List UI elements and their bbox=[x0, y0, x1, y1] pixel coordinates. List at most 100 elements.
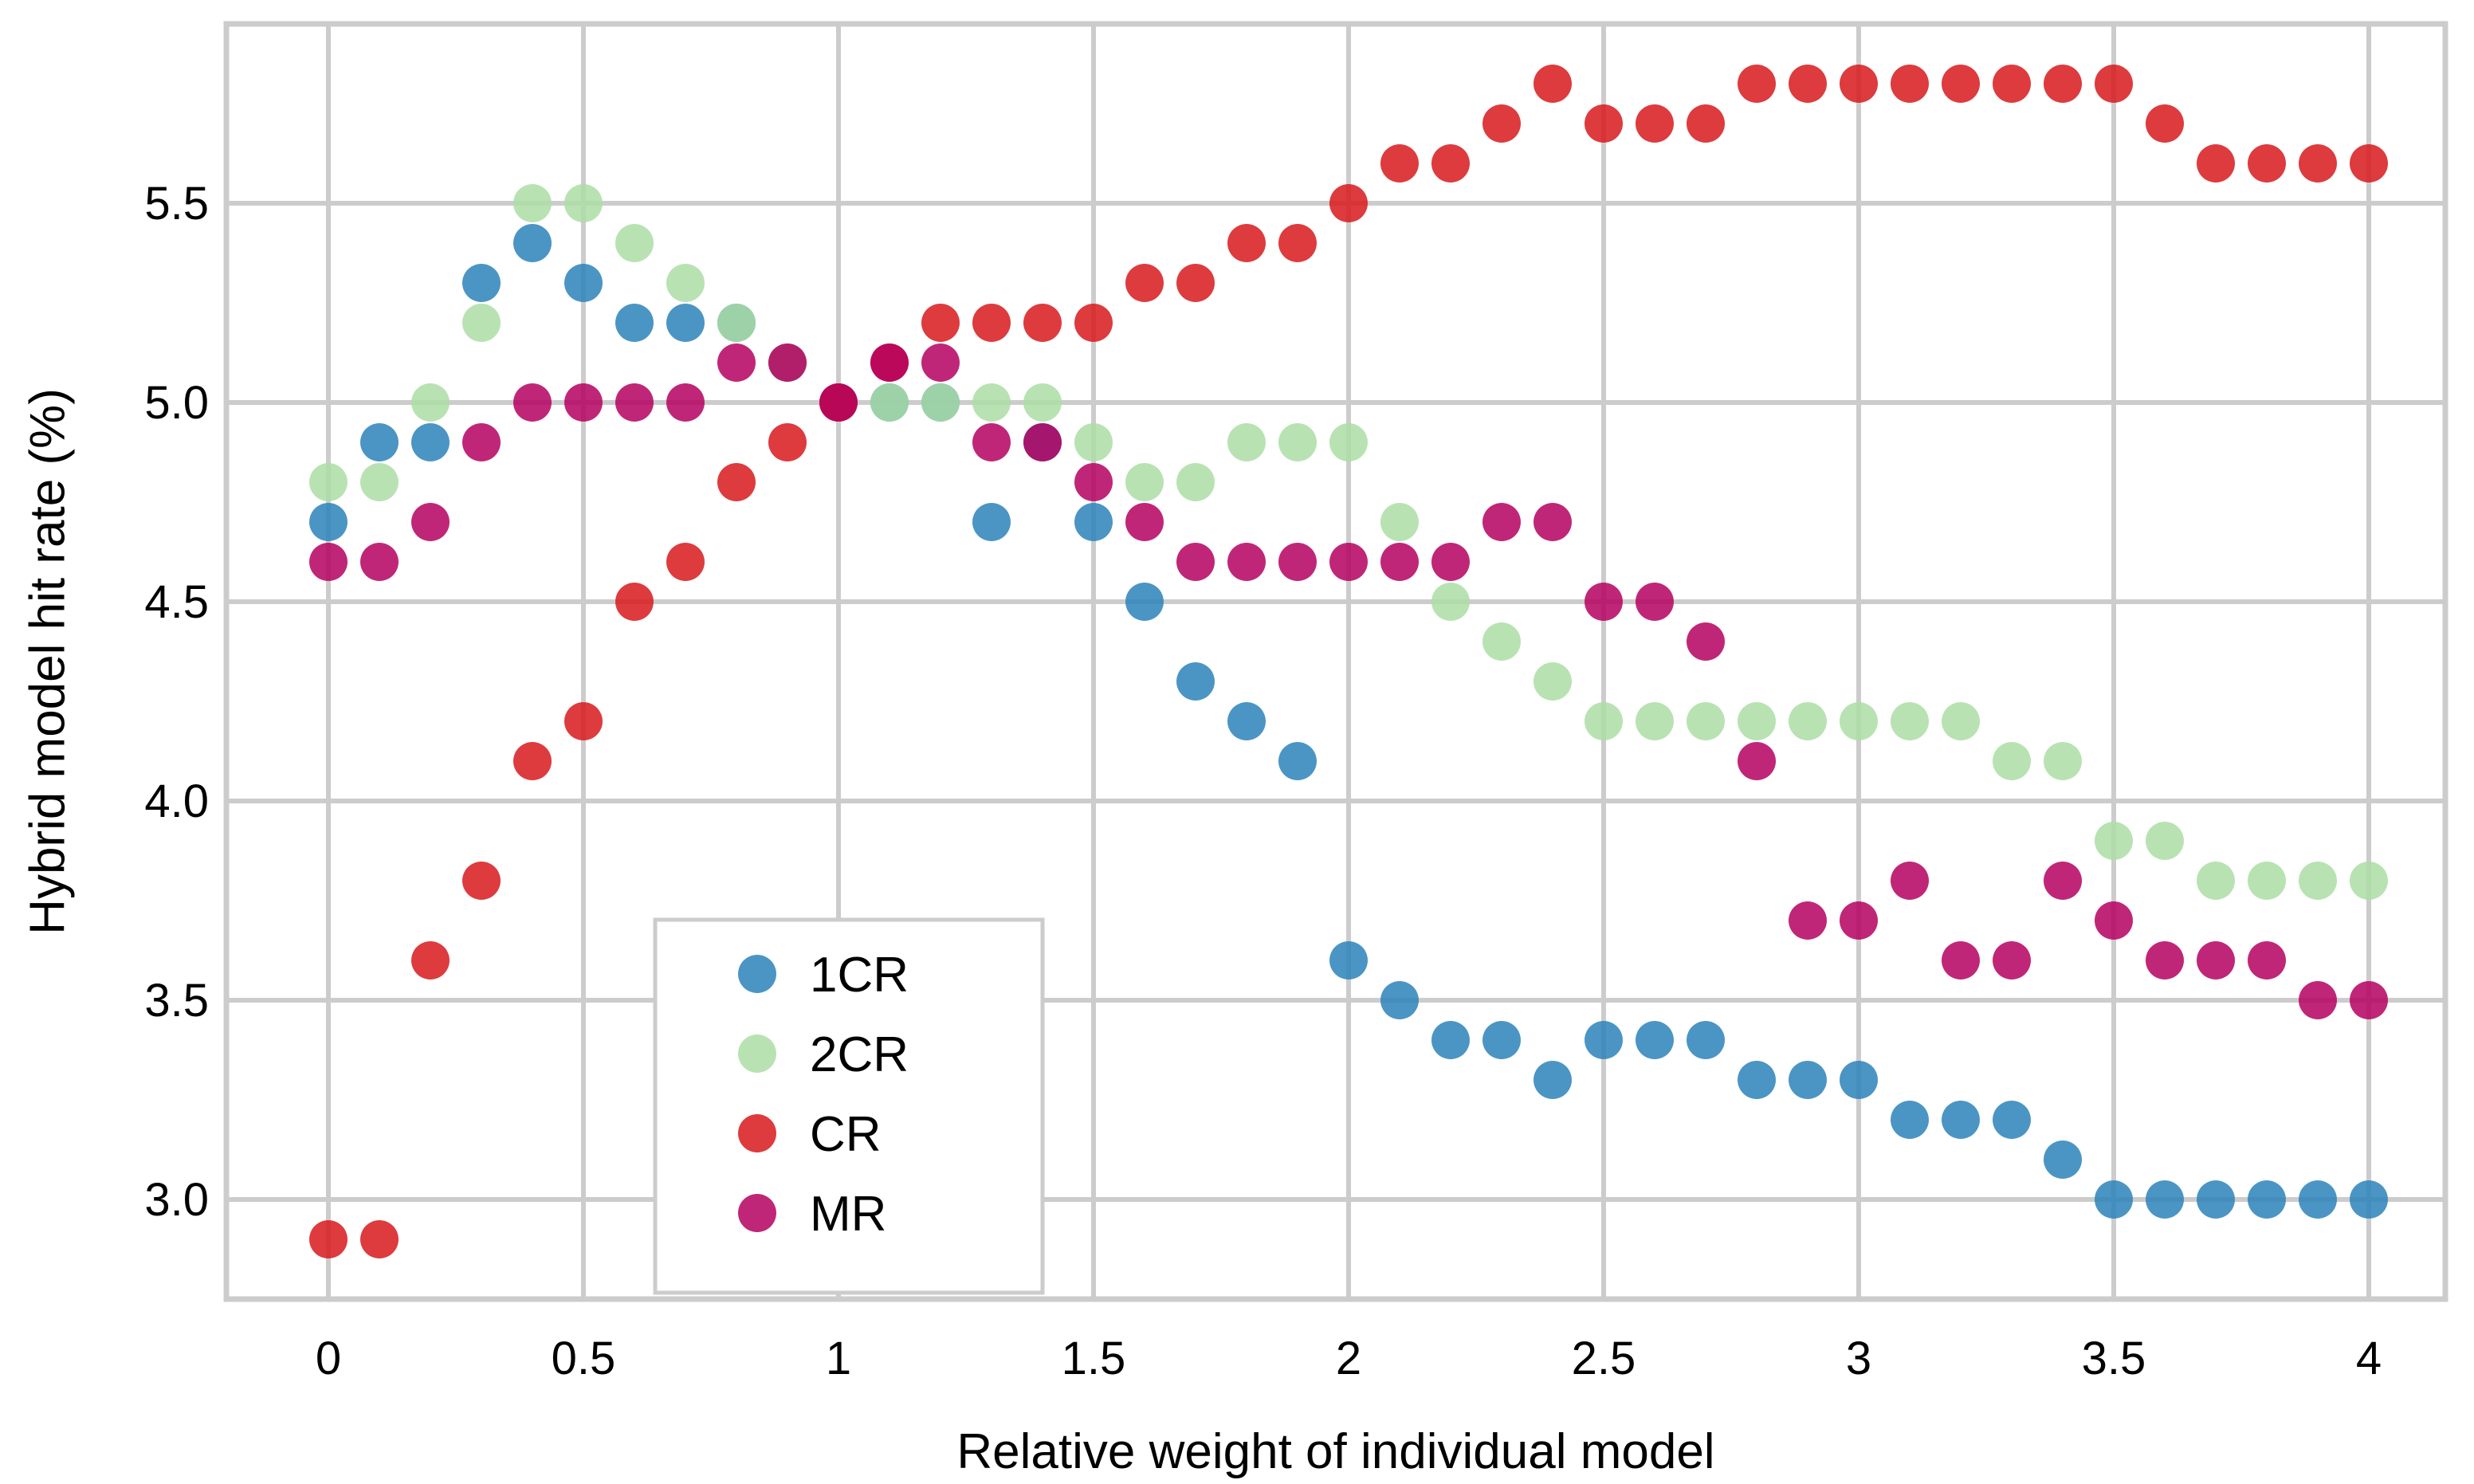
data-point-cr bbox=[1840, 65, 1878, 103]
y-tick-label: 4.5 bbox=[144, 576, 209, 628]
legend-marker-2cr bbox=[738, 1034, 776, 1073]
data-point-2cr bbox=[2350, 862, 2388, 900]
data-point-cr bbox=[513, 742, 552, 780]
y-tick-label: 3.5 bbox=[144, 975, 209, 1027]
data-point-cr bbox=[1074, 304, 1113, 342]
data-point-mr bbox=[2248, 941, 2286, 980]
data-point-cr bbox=[2044, 65, 2082, 103]
data-point-2cr bbox=[1738, 702, 1776, 740]
data-point-mr bbox=[1840, 901, 1878, 940]
data-point-2cr bbox=[1942, 702, 1980, 740]
data-point-cr bbox=[2350, 144, 2388, 183]
data-point-1cr bbox=[1125, 583, 1164, 621]
data-point-cr bbox=[1585, 104, 1623, 143]
data-point-2cr bbox=[2197, 862, 2235, 900]
data-point-2cr bbox=[1431, 583, 1470, 621]
data-point-cr bbox=[1125, 264, 1164, 302]
data-point-1cr bbox=[1176, 662, 1215, 701]
data-point-1cr bbox=[1533, 1061, 1572, 1099]
data-point-2cr bbox=[1636, 702, 1674, 740]
x-tick-label: 3 bbox=[1846, 1333, 1871, 1384]
data-points bbox=[309, 65, 2388, 1258]
data-point-cr bbox=[2197, 144, 2235, 183]
data-point-2cr bbox=[1533, 662, 1572, 701]
data-point-2cr bbox=[1278, 423, 1317, 461]
data-point-2cr bbox=[2146, 822, 2184, 860]
y-axis-label: Hybrid model hit rate (%) bbox=[20, 388, 75, 935]
data-point-cr bbox=[309, 1220, 348, 1258]
data-point-cr bbox=[1687, 104, 1725, 143]
data-point-1cr bbox=[564, 264, 603, 302]
data-point-1cr bbox=[2350, 1180, 2388, 1219]
data-point-1cr bbox=[1431, 1021, 1470, 1059]
data-point-mr bbox=[2146, 941, 2184, 980]
legend-label-mr: MR bbox=[810, 1187, 886, 1242]
data-point-2cr bbox=[717, 304, 756, 342]
data-point-mr bbox=[411, 503, 450, 541]
data-point-mr bbox=[309, 543, 348, 581]
data-point-2cr bbox=[870, 383, 909, 422]
data-point-2cr bbox=[2044, 742, 2082, 780]
legend-marker-mr bbox=[738, 1194, 776, 1232]
y-tick-label: 3.0 bbox=[144, 1174, 209, 1226]
data-point-2cr bbox=[1482, 622, 1521, 661]
y-tick-label: 5.0 bbox=[144, 377, 209, 429]
data-point-1cr bbox=[1278, 742, 1317, 780]
data-point-2cr bbox=[921, 383, 960, 422]
y-tick-labels: 3.0 3.5 4.0 4.5 5.0 5.5 bbox=[144, 178, 209, 1226]
data-point-cr bbox=[2248, 144, 2286, 183]
series-1cr bbox=[309, 224, 2388, 1219]
data-point-mr bbox=[1942, 941, 1980, 980]
data-point-2cr bbox=[1380, 503, 1419, 541]
data-point-1cr bbox=[1738, 1061, 1776, 1099]
legend-box bbox=[653, 917, 1045, 1295]
data-point-mr bbox=[564, 383, 603, 422]
data-point-1cr bbox=[1840, 1061, 1878, 1099]
data-point-cr bbox=[615, 583, 654, 621]
x-tick-label: 2 bbox=[1336, 1333, 1361, 1384]
data-point-1cr bbox=[1074, 503, 1113, 541]
data-point-1cr bbox=[1329, 941, 1368, 980]
data-point-mr bbox=[2044, 862, 2082, 900]
data-point-2cr bbox=[2248, 862, 2286, 900]
x-tick-label: 4 bbox=[2356, 1333, 2382, 1384]
data-point-cr bbox=[1942, 65, 1980, 103]
data-point-2cr bbox=[2299, 862, 2337, 900]
data-point-mr bbox=[360, 543, 399, 581]
data-point-2cr bbox=[309, 463, 348, 501]
data-point-2cr bbox=[1074, 423, 1113, 461]
data-point-2cr bbox=[513, 184, 552, 222]
data-point-mr bbox=[768, 344, 807, 382]
data-point-1cr bbox=[2146, 1180, 2184, 1219]
data-point-mr bbox=[2095, 901, 2133, 940]
data-point-mr bbox=[921, 344, 960, 382]
data-point-2cr bbox=[1227, 423, 1266, 461]
data-point-1cr bbox=[2044, 1140, 2082, 1179]
data-point-1cr bbox=[1585, 1021, 1623, 1059]
x-tick-label: 1 bbox=[826, 1333, 851, 1384]
data-point-mr bbox=[2299, 981, 2337, 1019]
data-point-2cr bbox=[360, 463, 399, 501]
series-2cr bbox=[309, 184, 2388, 900]
data-point-2cr bbox=[1125, 463, 1164, 501]
data-point-mr bbox=[1533, 503, 1572, 541]
data-point-cr bbox=[1278, 224, 1317, 262]
data-point-cr bbox=[411, 941, 450, 980]
data-point-mr bbox=[513, 383, 552, 422]
data-point-cr bbox=[1636, 104, 1674, 143]
data-point-1cr bbox=[1636, 1021, 1674, 1059]
data-point-1cr bbox=[1789, 1061, 1827, 1099]
data-point-mr bbox=[1380, 543, 1419, 581]
data-point-2cr bbox=[1585, 702, 1623, 740]
data-point-mr bbox=[615, 383, 654, 422]
data-point-cr bbox=[462, 862, 501, 900]
data-point-cr bbox=[666, 543, 705, 581]
data-point-1cr bbox=[360, 423, 399, 461]
data-point-cr bbox=[972, 304, 1011, 342]
data-point-cr bbox=[717, 463, 756, 501]
data-point-cr bbox=[1891, 65, 1929, 103]
data-point-mr bbox=[717, 344, 756, 382]
data-point-1cr bbox=[972, 503, 1011, 541]
data-point-2cr bbox=[1789, 702, 1827, 740]
